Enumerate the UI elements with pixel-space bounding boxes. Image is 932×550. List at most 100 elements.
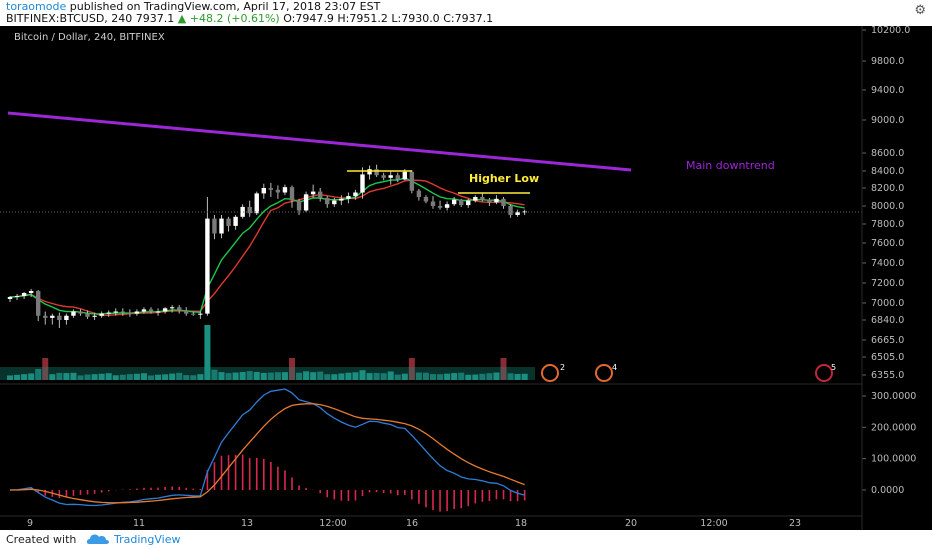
tradingview-logo-icon	[86, 534, 109, 544]
volume-bar	[514, 373, 521, 380]
price-axis-label: 7800.0	[871, 219, 904, 230]
tradingview-brand[interactable]: TradingView	[114, 533, 181, 546]
candle-body	[14, 296, 20, 297]
volume-bar	[183, 375, 190, 380]
volume-bar	[56, 372, 63, 380]
price-axis-label: 6505.0	[871, 352, 904, 363]
volume-bar	[521, 373, 528, 380]
candle-body	[28, 291, 34, 293]
candle-body	[473, 197, 478, 201]
time-axis-label: 20	[625, 518, 637, 529]
candle-body	[268, 188, 274, 190]
price-axis[interactable]: 10200.0 9800.0 9400.0 9000.0 8600.0 8400.0 820…	[862, 26, 910, 381]
candle-body	[71, 311, 76, 316]
price-axis-label: 9800.0	[871, 56, 904, 67]
volume-bar	[415, 372, 422, 380]
chart-header: toraomode published on TradingView.com, …	[0, 0, 932, 26]
price-axis-label: 7600.0	[871, 238, 904, 249]
candle-body	[205, 218, 210, 314]
volume-bar	[408, 358, 415, 380]
candle-body	[416, 190, 422, 197]
candle-body	[374, 169, 379, 176]
volume-bar	[105, 373, 112, 380]
time-axis-label: 16	[406, 518, 418, 529]
volume-bar	[380, 373, 387, 380]
last-price: 7937.1	[135, 12, 175, 25]
candle-body	[141, 309, 147, 312]
volume-bar	[7, 375, 13, 380]
event-badge-2[interactable]: 4	[595, 363, 617, 382]
candle-body	[7, 297, 13, 299]
candle-body	[36, 291, 41, 316]
downtrend-line[interactable]	[7, 111, 632, 172]
price-axis-label: 7200.0	[871, 278, 904, 289]
candle-body	[254, 193, 259, 214]
volume-bar	[451, 373, 458, 380]
candle-body	[57, 315, 62, 320]
volume-bar	[331, 374, 338, 380]
macd-signal-line	[10, 403, 525, 504]
candle-body	[325, 197, 330, 205]
gear-icon[interactable]: ⚙	[914, 3, 926, 18]
candle-body	[501, 198, 506, 206]
volume-bar	[232, 372, 239, 380]
volume-bar	[70, 372, 77, 380]
volume-bar	[345, 372, 352, 380]
price-chart[interactable]: Bitcoin / Dollar, 240, BITFINEX 10200.0 9…	[0, 26, 932, 530]
macd-axis-label: 300.0000	[871, 391, 916, 402]
annotation-main-downtrend: Main downtrend	[686, 159, 775, 172]
macd-axis[interactable]: 300.0000 200.0000 100.0000 0.0000	[862, 391, 916, 496]
candle-body	[437, 206, 443, 208]
volume-bar	[310, 372, 317, 380]
candle-body	[423, 197, 429, 202]
macd-axis-label: 200.0000	[871, 422, 916, 433]
volume-bar	[63, 373, 70, 380]
price-axis-label: 7400.0	[871, 258, 904, 269]
price-axis-label: 9400.0	[871, 85, 904, 96]
candle-body	[43, 315, 48, 318]
candle-body	[120, 311, 125, 313]
volume-bar	[119, 374, 126, 380]
volume-bar	[465, 374, 472, 380]
candle-body	[99, 313, 104, 316]
volume-bar	[303, 371, 310, 380]
volume-bar	[281, 372, 288, 380]
volume-bar	[140, 373, 147, 380]
footer-bar: Created with TradingView	[0, 530, 932, 550]
volume-bar	[289, 358, 295, 380]
price-axis-label: 8200.0	[871, 183, 904, 194]
volume-bar	[394, 374, 401, 380]
time-axis[interactable]: 9 11 13 12:00 16 18 20 12:00 23	[27, 518, 801, 529]
candle-body	[451, 199, 457, 205]
candle-body	[261, 188, 266, 194]
time-axis-label: 11	[133, 518, 145, 529]
price-axis-label: 6355.0	[871, 370, 904, 381]
event-badge-3[interactable]: 5	[815, 363, 836, 382]
volume-bar	[338, 373, 345, 380]
moving-averages	[9, 177, 525, 317]
candle-body	[113, 311, 118, 313]
volume-bar	[148, 375, 154, 380]
volume-bar	[317, 371, 324, 380]
candle-body	[219, 218, 224, 234]
time-axis-label: 12:00	[319, 518, 346, 529]
volume-bar	[211, 369, 218, 380]
candle-body	[296, 200, 302, 211]
volume-bar	[296, 372, 303, 380]
candle-body	[459, 199, 464, 206]
volume-bar	[162, 374, 169, 380]
macd-axis-label: 0.0000	[871, 485, 904, 496]
candle-body	[162, 308, 168, 312]
candle-body	[177, 307, 182, 311]
volume-bar	[112, 375, 119, 380]
candle-body	[395, 175, 400, 180]
candle-body	[381, 175, 386, 178]
volume-bar	[500, 358, 507, 380]
event-badge-1[interactable]: 2	[541, 363, 565, 382]
volume-bar	[42, 358, 49, 380]
symbol-interval: BITFINEX:BTCUSD, 240	[6, 12, 133, 25]
author-link[interactable]: toraomode	[6, 0, 67, 13]
candle-body	[522, 211, 527, 213]
macd-indicator	[9, 388, 526, 512]
candle-body	[92, 315, 97, 317]
